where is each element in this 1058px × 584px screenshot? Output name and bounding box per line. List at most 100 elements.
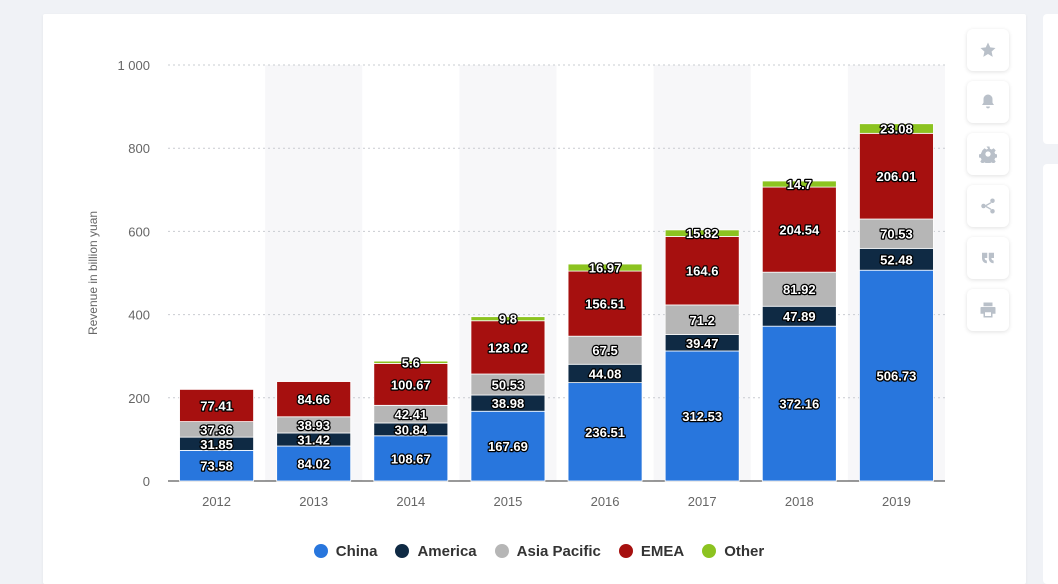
share-button[interactable] (967, 185, 1009, 227)
legend-marker (494, 544, 509, 558)
data-label: 312.53 (682, 409, 722, 424)
share-icon (981, 198, 995, 214)
data-label: 236.51 (585, 425, 625, 440)
print-icon (980, 302, 996, 318)
data-label: 47.89 (783, 309, 816, 324)
legend-marker (618, 544, 633, 558)
star-icon (980, 42, 996, 57)
legend-marker (313, 544, 328, 558)
bar-segment (761, 325, 837, 482)
data-label: 70.53 (880, 227, 913, 242)
bar-segment (567, 270, 643, 337)
data-label: 84.66 (297, 392, 330, 407)
data-label: 506.73 (877, 369, 917, 384)
x-tick-label: 2012 (202, 494, 231, 509)
bar-segment (373, 435, 449, 482)
legend-label: China (335, 542, 378, 560)
bar-segment (761, 186, 837, 273)
bar-segment (373, 360, 449, 364)
data-label: 30.84 (395, 422, 428, 437)
settings-button[interactable] (967, 133, 1009, 175)
data-label: 108.67 (391, 451, 431, 466)
data-label: 44.08 (589, 366, 622, 381)
bar-segment (276, 381, 352, 418)
data-label: 50.53 (492, 378, 525, 393)
bar-segment (664, 236, 740, 306)
data-label: 52.48 (880, 252, 913, 267)
quote-icon (982, 252, 994, 264)
data-label: 23.08 (880, 122, 913, 137)
data-label: 42.41 (395, 407, 428, 422)
x-tick-label: 2018 (785, 494, 814, 509)
data-label: 15.82 (686, 226, 719, 241)
data-label: 38.93 (297, 418, 330, 433)
data-label: 167.69 (488, 439, 528, 454)
data-label: 156.51 (585, 297, 625, 312)
notification-button[interactable] (967, 81, 1009, 123)
data-label: 39.47 (686, 336, 719, 351)
bar-segment (859, 269, 934, 482)
y-tick-label: 600 (128, 224, 150, 239)
bar-segment (859, 218, 934, 249)
data-label: 372.16 (779, 397, 819, 412)
legend-item[interactable]: Other (702, 543, 764, 560)
data-label: 206.01 (877, 169, 917, 184)
data-label: 73.58 (200, 459, 233, 474)
bar-segment (567, 382, 643, 482)
y-tick-label: 200 (128, 391, 150, 406)
legend-label: Asia Pacific (516, 542, 601, 560)
y-tick-label: 1 000 (117, 58, 150, 73)
data-label: 31.42 (297, 433, 330, 448)
data-label: 67.5 (592, 343, 617, 358)
data-label: 100.67 (391, 377, 431, 392)
legend-label: Other (724, 542, 765, 560)
bar-segment (567, 335, 643, 365)
bar-segment (859, 132, 934, 220)
chart-toolbar (967, 29, 1009, 331)
side-panel-lower (1043, 164, 1058, 584)
bar-segment (470, 320, 546, 375)
x-tick-label: 2014 (396, 494, 425, 509)
bar-segment (664, 304, 740, 335)
legend-item[interactable]: Asia Pacific (494, 542, 601, 560)
data-label: 31.85 (200, 437, 233, 452)
bell-icon (982, 94, 994, 109)
favorite-button[interactable] (967, 29, 1009, 71)
y-tick-label: 0 (143, 474, 150, 489)
x-tick-label: 2016 (591, 494, 620, 509)
legend-label: EMEA (640, 542, 685, 560)
gear-icon (979, 146, 997, 163)
legend-item[interactable]: China (313, 542, 378, 560)
bar-segment (179, 388, 254, 422)
legend-item[interactable]: EMEA (618, 542, 685, 560)
bar-segment (664, 350, 740, 482)
data-label: 128.02 (488, 340, 528, 355)
bar-segment (470, 410, 546, 482)
bar-segment (761, 271, 837, 307)
bar-segment (761, 180, 837, 188)
bar-segment (567, 263, 643, 272)
side-panel (1043, 14, 1058, 144)
data-label: 9.8 (499, 312, 517, 327)
data-label: 77.41 (200, 398, 233, 413)
x-tick-label: 2015 (493, 494, 522, 509)
bar-segment (179, 449, 254, 482)
bar-segment (664, 229, 740, 237)
bar-segment (373, 363, 449, 406)
data-label: 5.6 (402, 355, 420, 370)
y-tick-label: 800 (128, 141, 150, 156)
cite-button[interactable] (967, 237, 1009, 279)
bar-segment (470, 316, 546, 322)
data-label: 38.98 (492, 396, 525, 411)
legend-item[interactable]: America (395, 542, 477, 560)
x-tick-label: 2013 (299, 494, 328, 509)
data-label: 164.6 (686, 264, 719, 279)
legend-marker (395, 544, 410, 558)
print-button[interactable] (967, 289, 1009, 331)
legend-marker (702, 544, 717, 558)
legend-label: America (417, 542, 477, 560)
bar-segment (859, 123, 934, 134)
data-label: 37.36 (200, 422, 233, 437)
x-tick-label: 2019 (882, 494, 911, 509)
